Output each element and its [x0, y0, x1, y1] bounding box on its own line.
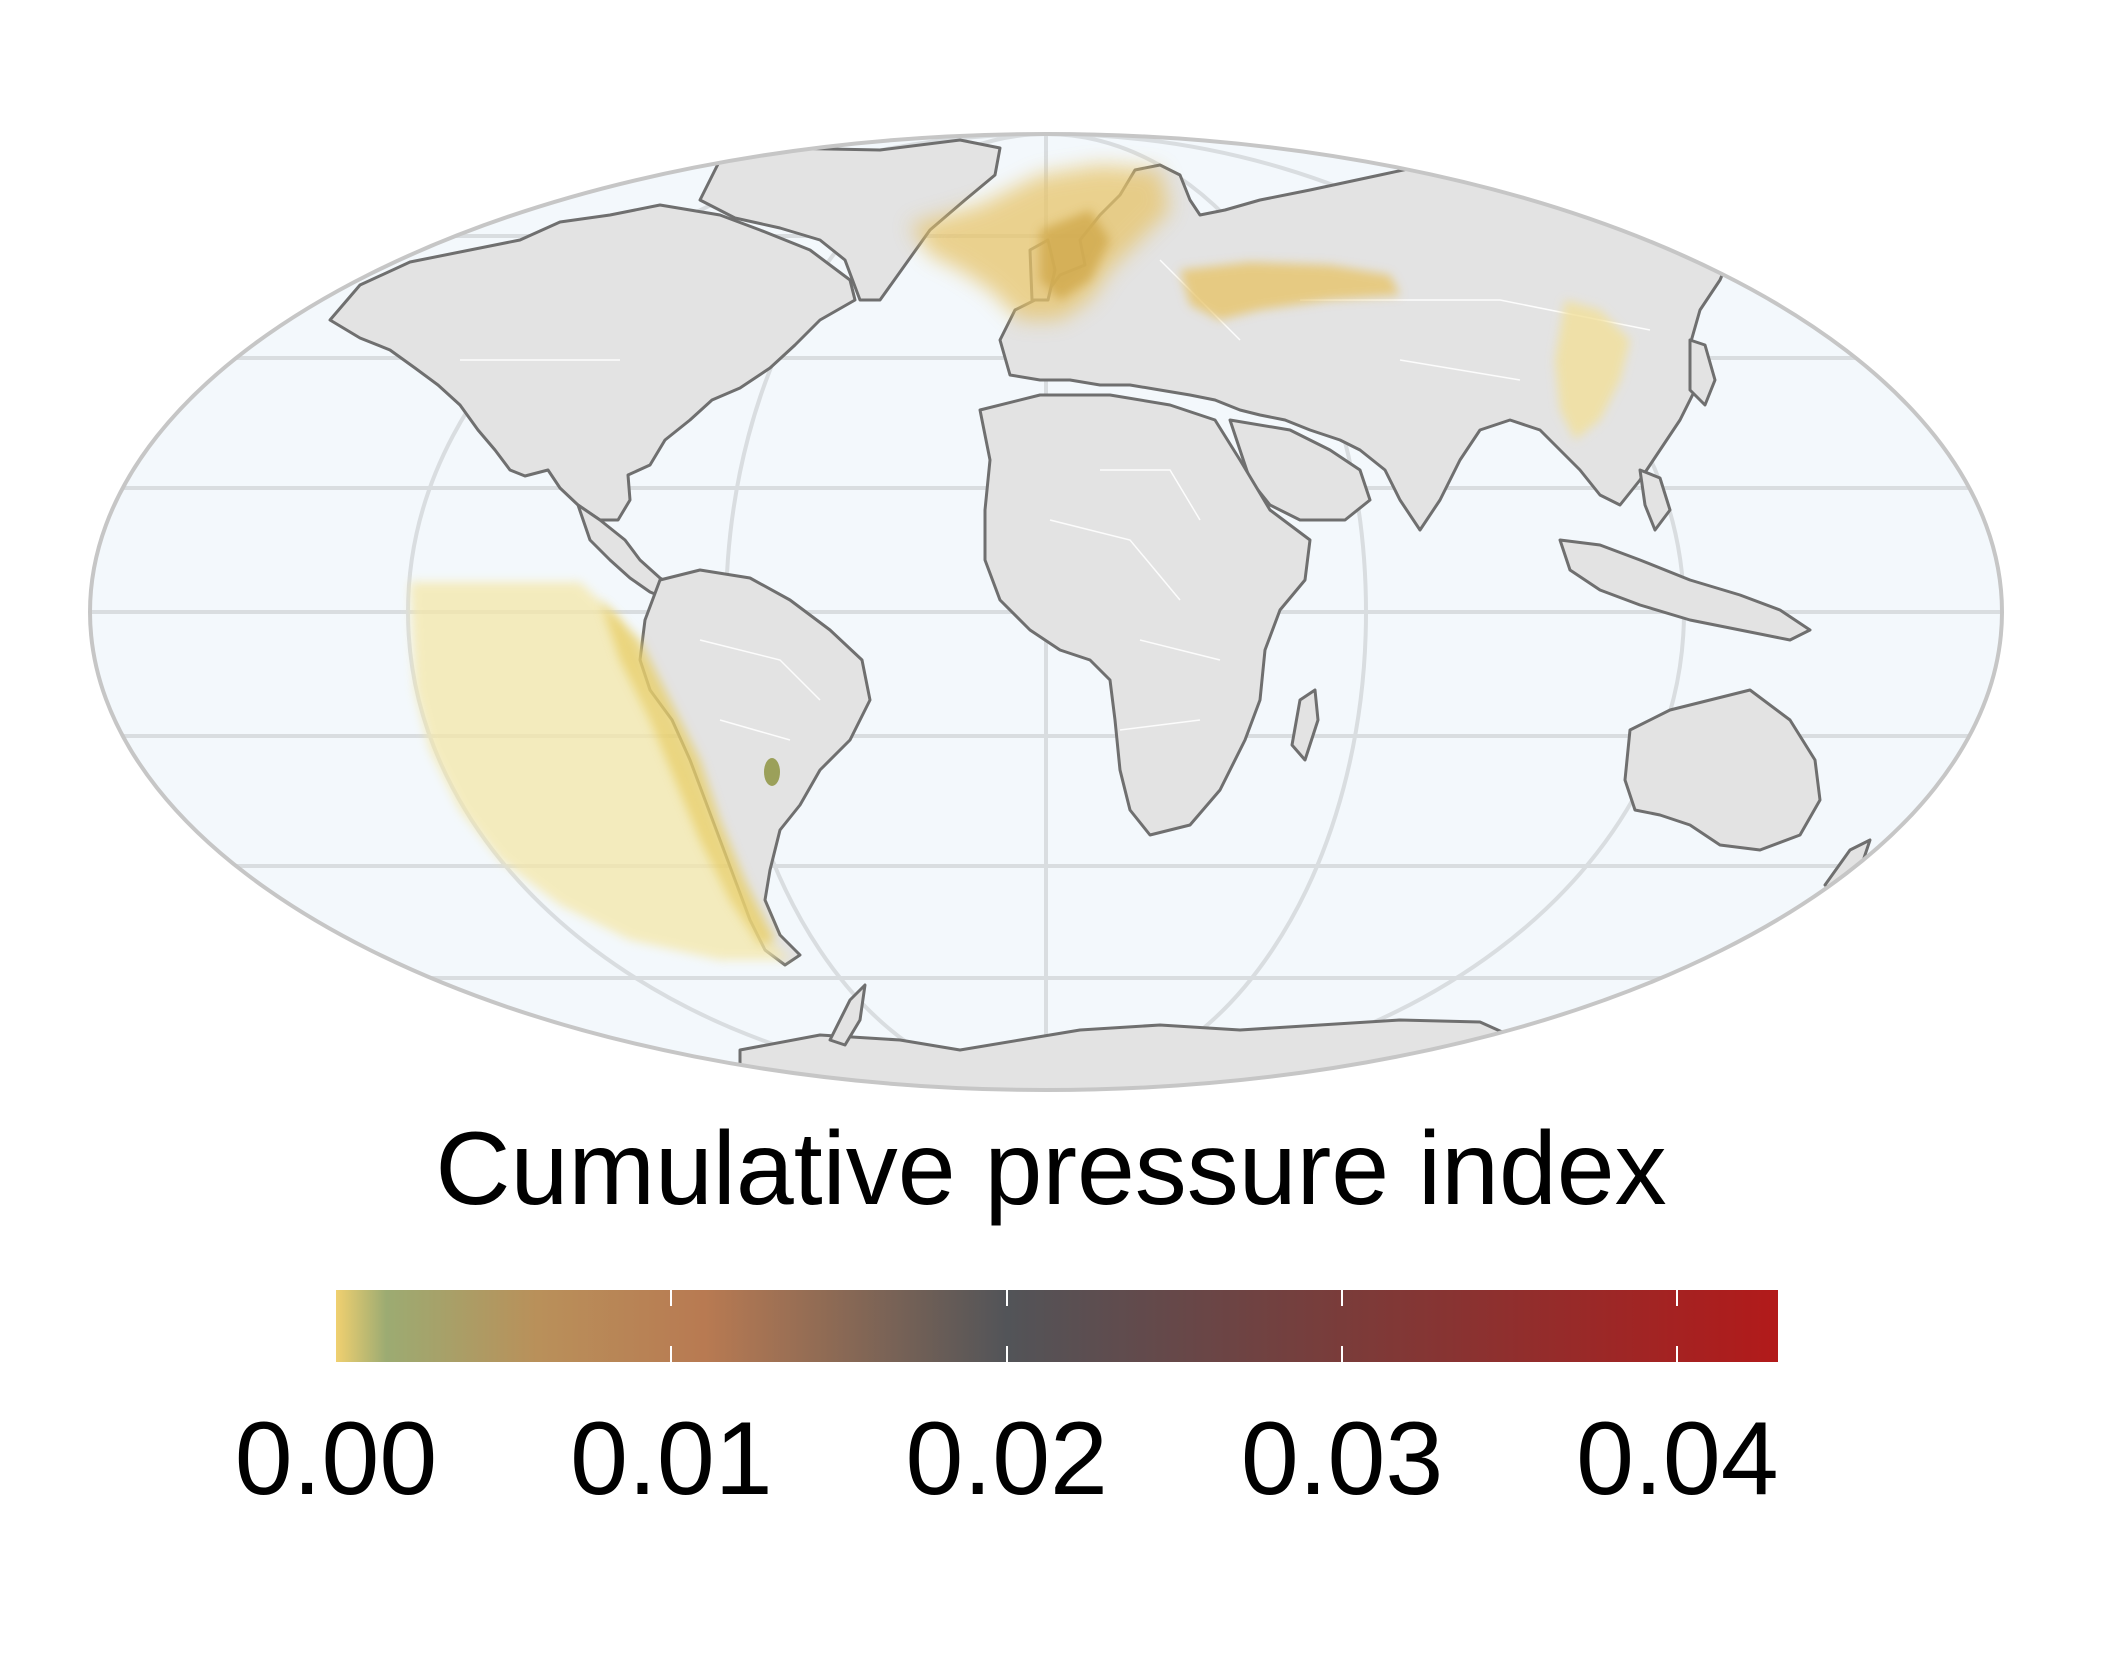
legend-tick-mark [1341, 1346, 1344, 1362]
hotspot-western-russia [1180, 262, 1400, 320]
eurasia [998, 148, 1737, 532]
land-masses [328, 138, 1872, 1090]
legend-tick-mark [1005, 1346, 1008, 1362]
hotspot-north-sea-core [1040, 210, 1110, 300]
legend-tick-label: 0.03 [1240, 1401, 1444, 1517]
legend-tick-mark [1676, 1290, 1679, 1306]
legend-tick-label: 0.04 [1576, 1401, 1779, 1517]
legend-title: Cumulative pressure index [435, 1111, 1667, 1227]
color-scale-bar [336, 1290, 1778, 1362]
legend-tick-label: 0.00 [234, 1401, 438, 1517]
hotspot-eastern-china [1555, 300, 1630, 440]
hotspot-southeast-pacific [410, 582, 790, 960]
madagascar [1290, 688, 1320, 762]
antarctica [738, 1018, 1522, 1090]
legend-tick-mark [670, 1290, 673, 1306]
legend-tick-mark [1005, 1290, 1008, 1306]
pressure-overlay [410, 165, 1630, 960]
legend-tick-mark [670, 1346, 673, 1362]
hotspot-peru-chile-coast [600, 600, 775, 945]
globe-outline [88, 132, 2004, 1092]
africa [978, 393, 1312, 837]
hotspot-paraguay [764, 758, 780, 786]
philippines [1638, 468, 1672, 532]
legend-tick-label: 0.02 [905, 1401, 1108, 1517]
north-america [328, 203, 857, 522]
legend-tick-mark [1341, 1290, 1344, 1306]
country-borders [460, 259, 1651, 741]
legend-tick-label: 0.01 [570, 1401, 773, 1517]
maritime-southeast-asia [1558, 538, 1812, 642]
australia [1623, 688, 1822, 852]
japan [1688, 338, 1717, 407]
antarctic-peninsula [828, 983, 867, 1047]
greenland [698, 138, 1002, 302]
legend-tick-mark [1676, 1346, 1679, 1362]
